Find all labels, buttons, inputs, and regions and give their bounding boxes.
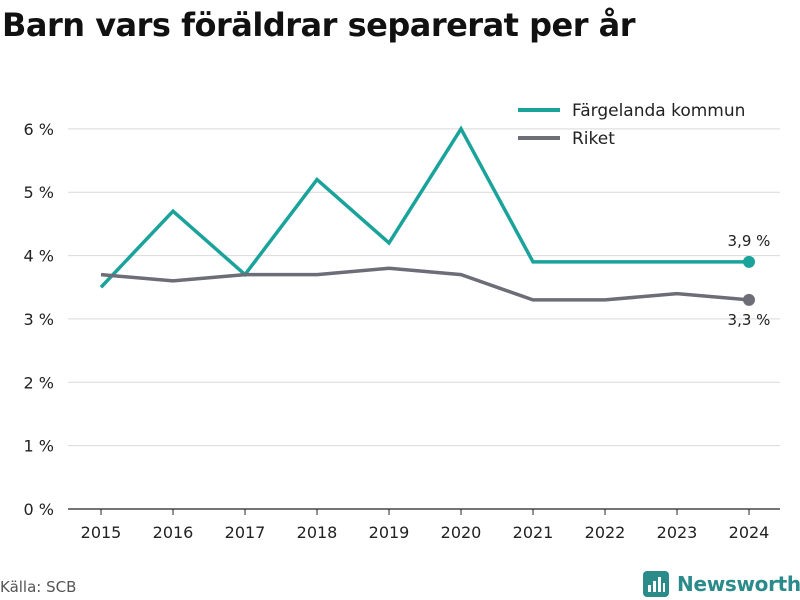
brand-logo: Newsworthy [643, 568, 800, 600]
x-tick-label: 2019 [369, 523, 410, 542]
legend-label: Färgelanda kommun [572, 101, 745, 121]
y-tick-label: 0 % [24, 500, 54, 519]
series-line-fargelanda [99, 125, 749, 289]
y-tick-label: 1 % [24, 437, 54, 456]
x-tick-label: 2018 [297, 523, 338, 542]
x-tick-label: 2020 [441, 523, 482, 542]
x-tick-label: 2017 [225, 523, 266, 542]
series-end-point [743, 293, 755, 306]
newsworthy-logo-icon [643, 571, 669, 597]
y-tick-label: 6 % [24, 120, 54, 139]
x-axis: 2015 2016 2017 2018 2019 2020 2021 2022 2023 2024 [68, 508, 780, 542]
y-tick-label: 3 % [24, 310, 54, 329]
series-end-point [743, 255, 755, 268]
series-end-label: 3,9 % [728, 232, 771, 250]
x-tick-label: 2021 [513, 523, 554, 542]
y-tick-label: 2 % [24, 373, 54, 392]
x-tick-label: 2023 [657, 523, 698, 542]
gridlines [68, 128, 780, 447]
legend-label: Riket [572, 129, 615, 149]
x-tick-label: 2015 [81, 523, 122, 542]
y-tick-label: 4 % [24, 247, 54, 266]
series-lines: 3,9 % 3,3 % [99, 125, 771, 329]
chart-title: Barn vars föräldrar separerat per år [2, 6, 636, 44]
series-line-riket [100, 266, 750, 302]
y-tick-label: 5 % [24, 183, 54, 202]
x-tick-label: 2016 [153, 523, 194, 542]
series-end-label: 3,3 % [728, 311, 771, 329]
legend: Färgelanda kommun Riket [518, 101, 745, 149]
x-tick-label: 2024 [729, 523, 770, 542]
source-note: Källa: SCB [0, 578, 77, 596]
x-tick-label: 2022 [585, 523, 626, 542]
brand-name: Newsworthy [677, 572, 800, 596]
y-axis-ticks: 0 % 1 % 2 % 3 % 4 % 5 % 6 % [24, 120, 54, 519]
